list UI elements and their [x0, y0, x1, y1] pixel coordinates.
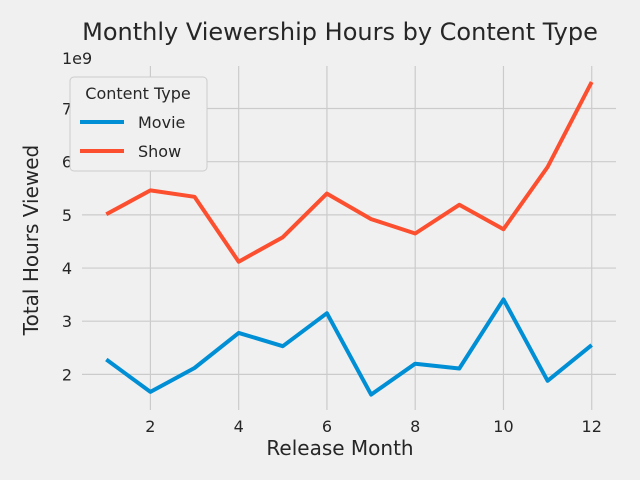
- y-tick-label: 5: [62, 206, 72, 225]
- x-tick-label: 6: [322, 417, 332, 436]
- x-tick-label: 8: [410, 417, 420, 436]
- y-tick-label: 2: [62, 365, 72, 384]
- y-tick-label: 3: [62, 312, 72, 331]
- chart-title: Monthly Viewership Hours by Content Type: [82, 18, 598, 46]
- y-axis-offset-label: 1e9: [62, 49, 92, 68]
- x-tick-label: 10: [493, 417, 513, 436]
- tick-labels: 2 4 6 8 10 12 2 3 4 5 6 7: [62, 100, 602, 436]
- series-line-show: [105, 81, 594, 264]
- y-tick-label: 7: [62, 100, 72, 119]
- series-line-movie: [105, 297, 593, 397]
- legend-title: Content Type: [85, 84, 190, 103]
- legend: Content Type Movie Show: [69, 76, 208, 172]
- series-lines: [105, 81, 594, 397]
- x-tick-label: 12: [582, 417, 602, 436]
- x-axis-label: Release Month: [266, 436, 413, 460]
- legend-label-show: Show: [138, 142, 181, 161]
- legend-box: [69, 76, 208, 172]
- legend-label-movie: Movie: [138, 113, 185, 132]
- x-tick-label: 2: [145, 417, 155, 436]
- x-tick-label: 4: [234, 417, 244, 436]
- y-tick-label: 6: [62, 153, 72, 172]
- y-tick-label: 4: [62, 259, 72, 278]
- y-axis-label: Total Hours Viewed: [19, 145, 43, 336]
